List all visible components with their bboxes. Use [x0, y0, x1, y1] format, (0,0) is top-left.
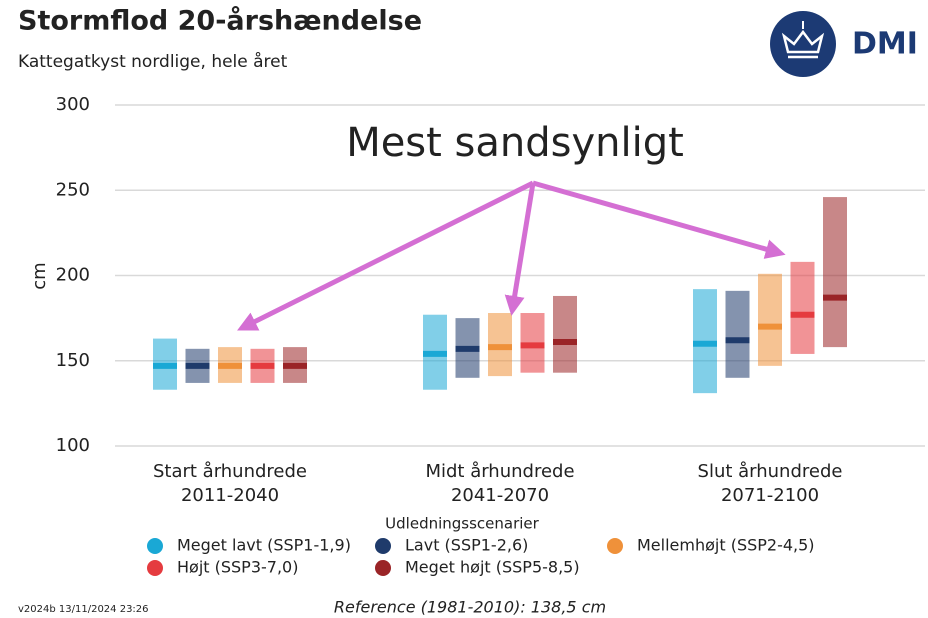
legend-swatch: [147, 560, 163, 576]
y-axis-label: cm: [29, 262, 50, 289]
legend-label: Meget lavt (SSP1-1,9): [177, 536, 351, 555]
x-tick-label: 2071-2100: [721, 485, 819, 506]
annotation: Mest sandsynligt: [346, 120, 684, 166]
legend-swatch: [375, 560, 391, 576]
logo: DMI: [770, 11, 918, 77]
legend-title: Udledningsscenarier: [385, 515, 539, 533]
chart-title: Stormflod 20-årshændelse: [18, 5, 422, 37]
legend-label: Højt (SSP3-7,0): [177, 558, 298, 577]
chart-subtitle: Kattegatkyst nordlige, hele året: [18, 51, 288, 72]
legend-label: Meget højt (SSP5-8,5): [405, 558, 580, 577]
legend-label: Lavt (SSP1-2,6): [405, 536, 528, 555]
annotation-arrows: [237, 180, 786, 331]
range-box: [758, 273, 782, 366]
x-tick-label: 2011-2040: [181, 485, 279, 506]
range-box: [790, 261, 815, 354]
y-tick-label: 200: [56, 265, 90, 286]
logo-text: DMI: [852, 27, 918, 62]
version: v2024b 13/11/2024 23:26: [18, 604, 149, 615]
y-tick-label: 100: [56, 435, 90, 456]
legend-swatch: [607, 538, 623, 554]
x-tick-label: 2041-2070: [451, 485, 549, 506]
x-tick-label: Slut århundrede: [698, 461, 843, 482]
y-tick-label: 250: [56, 179, 90, 200]
y-tick-label: 150: [56, 350, 90, 371]
legend-swatch: [375, 538, 391, 554]
y-tick-label: 300: [56, 94, 90, 115]
legend-swatch: [147, 538, 163, 554]
reference-note: Reference (1981-2010): 138,5 cm: [334, 598, 606, 617]
x-tick-label: Midt århundrede: [425, 461, 574, 482]
x-tick-label: Start århundrede: [153, 461, 307, 482]
range-box: [823, 197, 847, 348]
range-box: [553, 295, 577, 373]
range-box: [725, 290, 750, 378]
legend-label: Mellemhøjt (SSP2-4,5): [637, 536, 815, 555]
